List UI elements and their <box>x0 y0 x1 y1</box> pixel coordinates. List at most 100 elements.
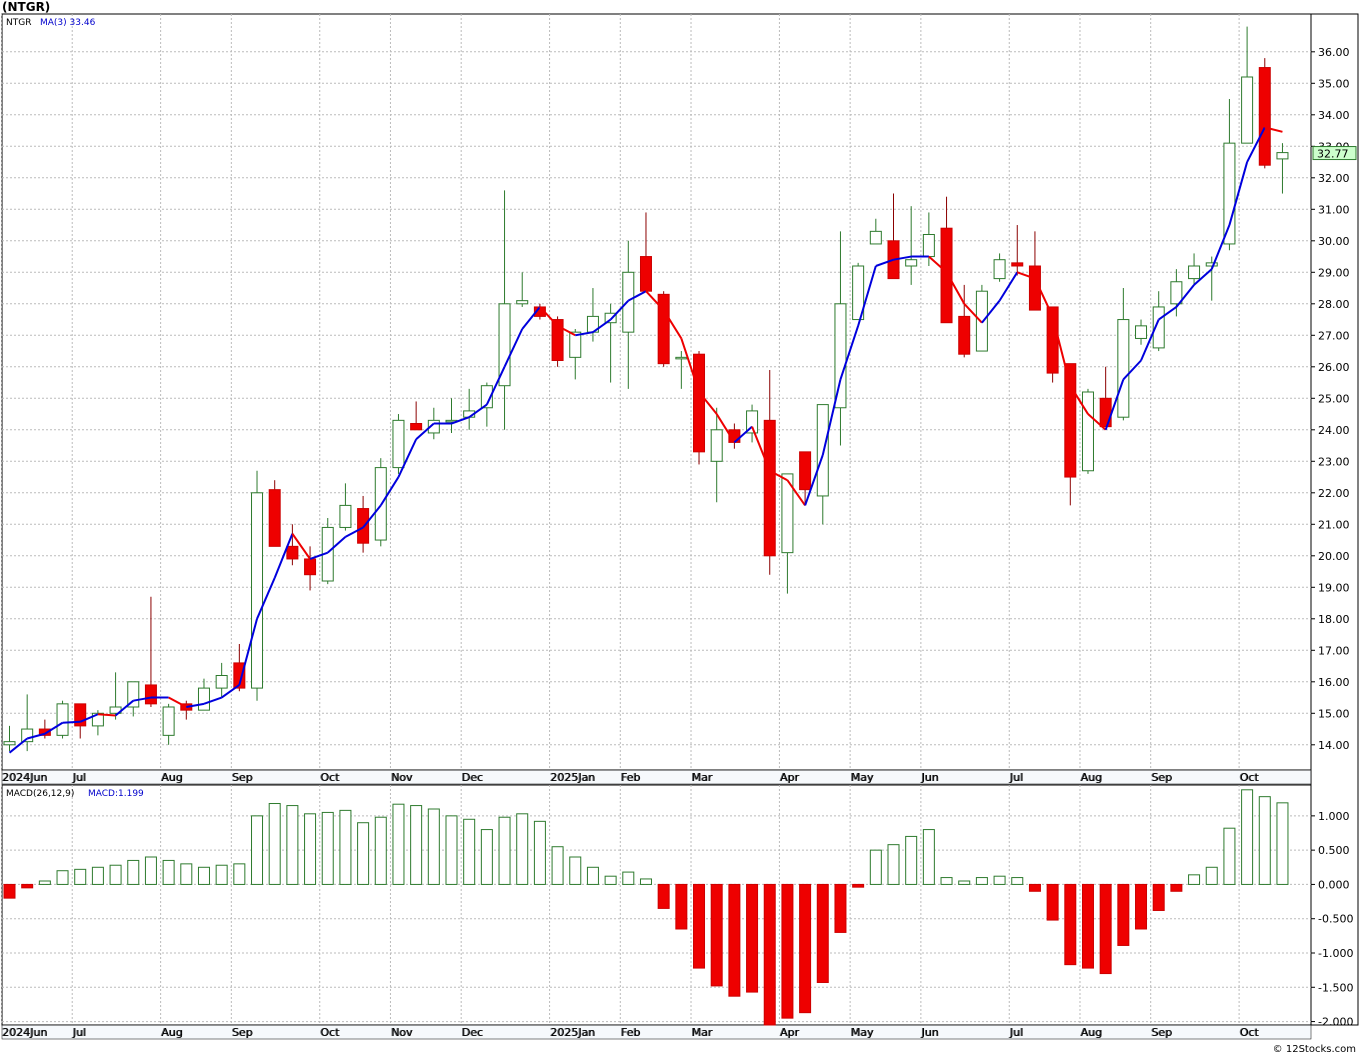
x-tick-label: Aug <box>1081 1026 1102 1039</box>
macd-bar <box>975 877 988 885</box>
candle-body <box>834 303 847 409</box>
x-tick-label: Dec <box>461 1026 482 1039</box>
ma3-line-segment <box>291 533 311 560</box>
x-tick-label: Apr <box>779 1026 799 1039</box>
y-tick-label: 31.00 <box>1318 203 1350 216</box>
macd-bar <box>304 813 317 885</box>
x-tick-label: Sep <box>1151 771 1172 784</box>
macd-bar <box>1028 883 1041 892</box>
x-tick-label: Jun <box>920 771 938 784</box>
macd-tick-label: -1.500 <box>1318 981 1353 994</box>
ma3-line-segment <box>698 391 718 415</box>
ma3-line-segment <box>733 425 753 444</box>
ma3-line-segment <box>981 300 1001 324</box>
x-tick-label: Oct <box>1239 771 1259 784</box>
candle-body <box>286 545 299 560</box>
candle-body <box>958 315 971 355</box>
ma3-line-segment <box>273 533 294 579</box>
x-tick-label: 2024Jun <box>2 1026 47 1039</box>
macd-bar <box>516 813 529 885</box>
x-tick-label: Dec <box>462 1026 483 1039</box>
macd-bar <box>445 815 458 885</box>
candle-body <box>480 385 493 409</box>
ma3-line-segment <box>715 413 736 443</box>
macd-bar <box>905 835 918 885</box>
macd-bar <box>675 883 688 930</box>
ma3-line-segment <box>893 255 912 261</box>
macd-bar <box>639 878 652 885</box>
macd-bar <box>1205 866 1218 885</box>
y-tick-label: 24.00 <box>1318 424 1350 437</box>
last-price-label: 32.77 <box>1317 148 1349 161</box>
ma3-line-segment <box>963 303 983 324</box>
candle-body <box>1117 319 1130 418</box>
x-tick-label: Sep <box>1151 1026 1172 1039</box>
candle-body <box>604 312 617 324</box>
ma3-line-segment <box>557 324 576 337</box>
x-tick-label: May <box>850 771 873 784</box>
x-tick-label: Mar <box>691 771 712 784</box>
ma3-line-segment <box>186 702 205 708</box>
macd-bar <box>604 875 617 885</box>
macd-bar <box>1188 874 1201 885</box>
ma3-line-segment <box>62 720 81 724</box>
ma3-line-segment <box>1087 413 1107 431</box>
macd-bar <box>1117 883 1130 946</box>
ma3-line-segment <box>1246 126 1266 163</box>
candle-body <box>233 662 246 689</box>
ma3-line-segment <box>26 732 46 740</box>
date-strip <box>1 769 1312 785</box>
x-tick-label: Nov <box>390 771 412 784</box>
x-tick-label: Dec <box>461 771 482 784</box>
candle-body <box>516 300 529 305</box>
ma3-line-segment <box>1228 161 1249 226</box>
candle-body <box>1258 67 1271 166</box>
ma3-line-segment <box>1264 126 1283 133</box>
macd-bar <box>56 870 69 885</box>
candle-body <box>1205 262 1218 267</box>
ma3-line-segment <box>97 713 116 717</box>
ma3-line-segment <box>362 504 382 529</box>
y-tick-label: 20.00 <box>1318 550 1350 563</box>
ma3-line-segment <box>1122 359 1142 381</box>
macd-bar <box>357 822 370 885</box>
macd-bar <box>480 829 493 885</box>
y-tick-label: 34.00 <box>1318 109 1350 122</box>
macd-bar <box>569 856 582 885</box>
macd-bar <box>922 829 935 885</box>
macd-tick-label: -2.000 <box>1318 1016 1353 1029</box>
ma3-line-segment <box>79 713 99 723</box>
candle-body <box>215 675 228 689</box>
x-tick-label: Nov <box>391 1026 413 1039</box>
x-tick-label: Aug <box>161 1026 182 1039</box>
candle-body <box>3 741 16 746</box>
x-tick-label: Jul <box>71 771 85 784</box>
ma3-line-segment <box>821 379 842 456</box>
macd-bar <box>533 820 546 885</box>
macd-tick-label: 0.000 <box>1318 878 1350 891</box>
x-tick-label: 2025Jan <box>551 771 596 784</box>
x-tick-label: 2025Jan <box>550 771 595 784</box>
macd-bar <box>1099 883 1112 975</box>
candle-body <box>410 423 423 431</box>
candle-body <box>675 356 688 360</box>
macd-tick-label: 1.000 <box>1318 810 1350 823</box>
candle-body <box>56 703 69 736</box>
x-tick-label: 2024Jun <box>2 771 47 784</box>
candle-body <box>639 256 652 292</box>
ma3-line-segment <box>769 469 788 482</box>
ma3-line-segment <box>8 737 28 754</box>
ma3-line-segment <box>485 366 506 406</box>
ma3-line-segment <box>1016 271 1036 280</box>
macd-panel <box>1 784 1312 1026</box>
ma3-line-segment <box>1069 385 1089 415</box>
macd-tick-label: -1.000 <box>1318 947 1353 960</box>
x-tick-label: May <box>850 1026 873 1039</box>
y-tick-label: 23.00 <box>1318 455 1350 468</box>
candle-body <box>1099 397 1112 428</box>
x-tick-label: Oct <box>320 1026 340 1039</box>
candle-body <box>816 404 829 497</box>
ma3-line-segment <box>451 416 470 425</box>
macd-bar <box>816 883 829 983</box>
